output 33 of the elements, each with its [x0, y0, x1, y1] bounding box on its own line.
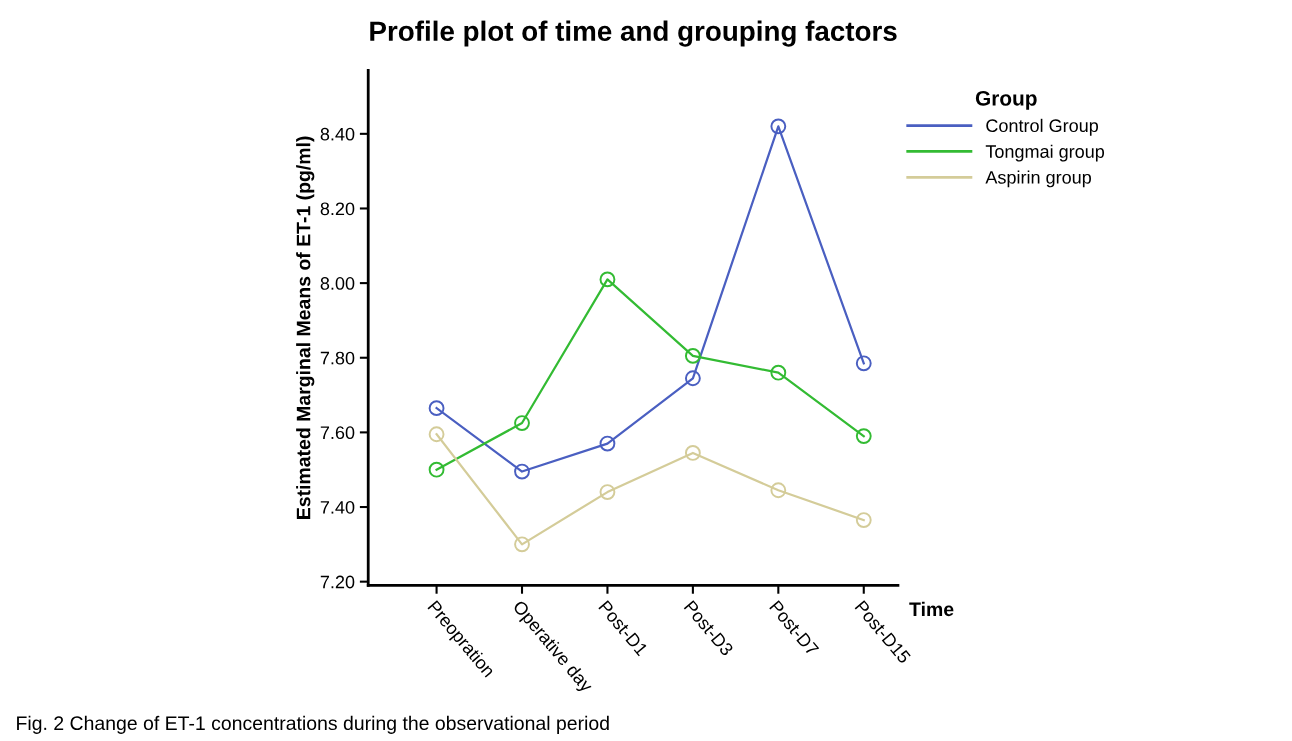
y-axis-title: Estimated Marginal Means of ET-1 (pg/ml) — [296, 136, 315, 519]
point — [684, 370, 701, 387]
x-axis-title: Time — [909, 601, 954, 617]
y-tick-label: 8.20 — [320, 202, 355, 216]
y-tick-label: 8.40 — [320, 127, 355, 141]
point — [770, 364, 787, 381]
point — [514, 536, 530, 553]
point — [770, 118, 787, 135]
y-tick-label: 7.80 — [320, 351, 355, 365]
point — [770, 482, 787, 499]
y-tick-label: 7.20 — [320, 575, 355, 589]
point — [855, 355, 872, 372]
legend-label: Aspirin group — [985, 170, 1091, 188]
chart-title: Profile plot of time and grouping factors — [370, 20, 897, 47]
point — [855, 428, 872, 445]
point — [428, 426, 445, 443]
point — [684, 347, 701, 364]
point — [684, 445, 701, 461]
point — [514, 415, 530, 431]
point — [428, 461, 445, 478]
legend-title: Group — [975, 90, 1037, 110]
y-tick-label: 7.60 — [320, 426, 355, 440]
point — [599, 484, 616, 501]
y-tick-label: 7.40 — [320, 500, 355, 514]
point — [514, 463, 530, 480]
y-tick-label: 8.00 — [320, 277, 355, 290]
point — [855, 512, 872, 528]
caption: Fig. 2 Change of ET-1 concentrations during the observational period — [17, 715, 609, 734]
point — [599, 271, 616, 288]
legend-label: Tongmai group — [985, 144, 1105, 162]
legend-label: Control Group — [986, 118, 1099, 136]
point — [599, 435, 616, 452]
point — [428, 400, 445, 417]
